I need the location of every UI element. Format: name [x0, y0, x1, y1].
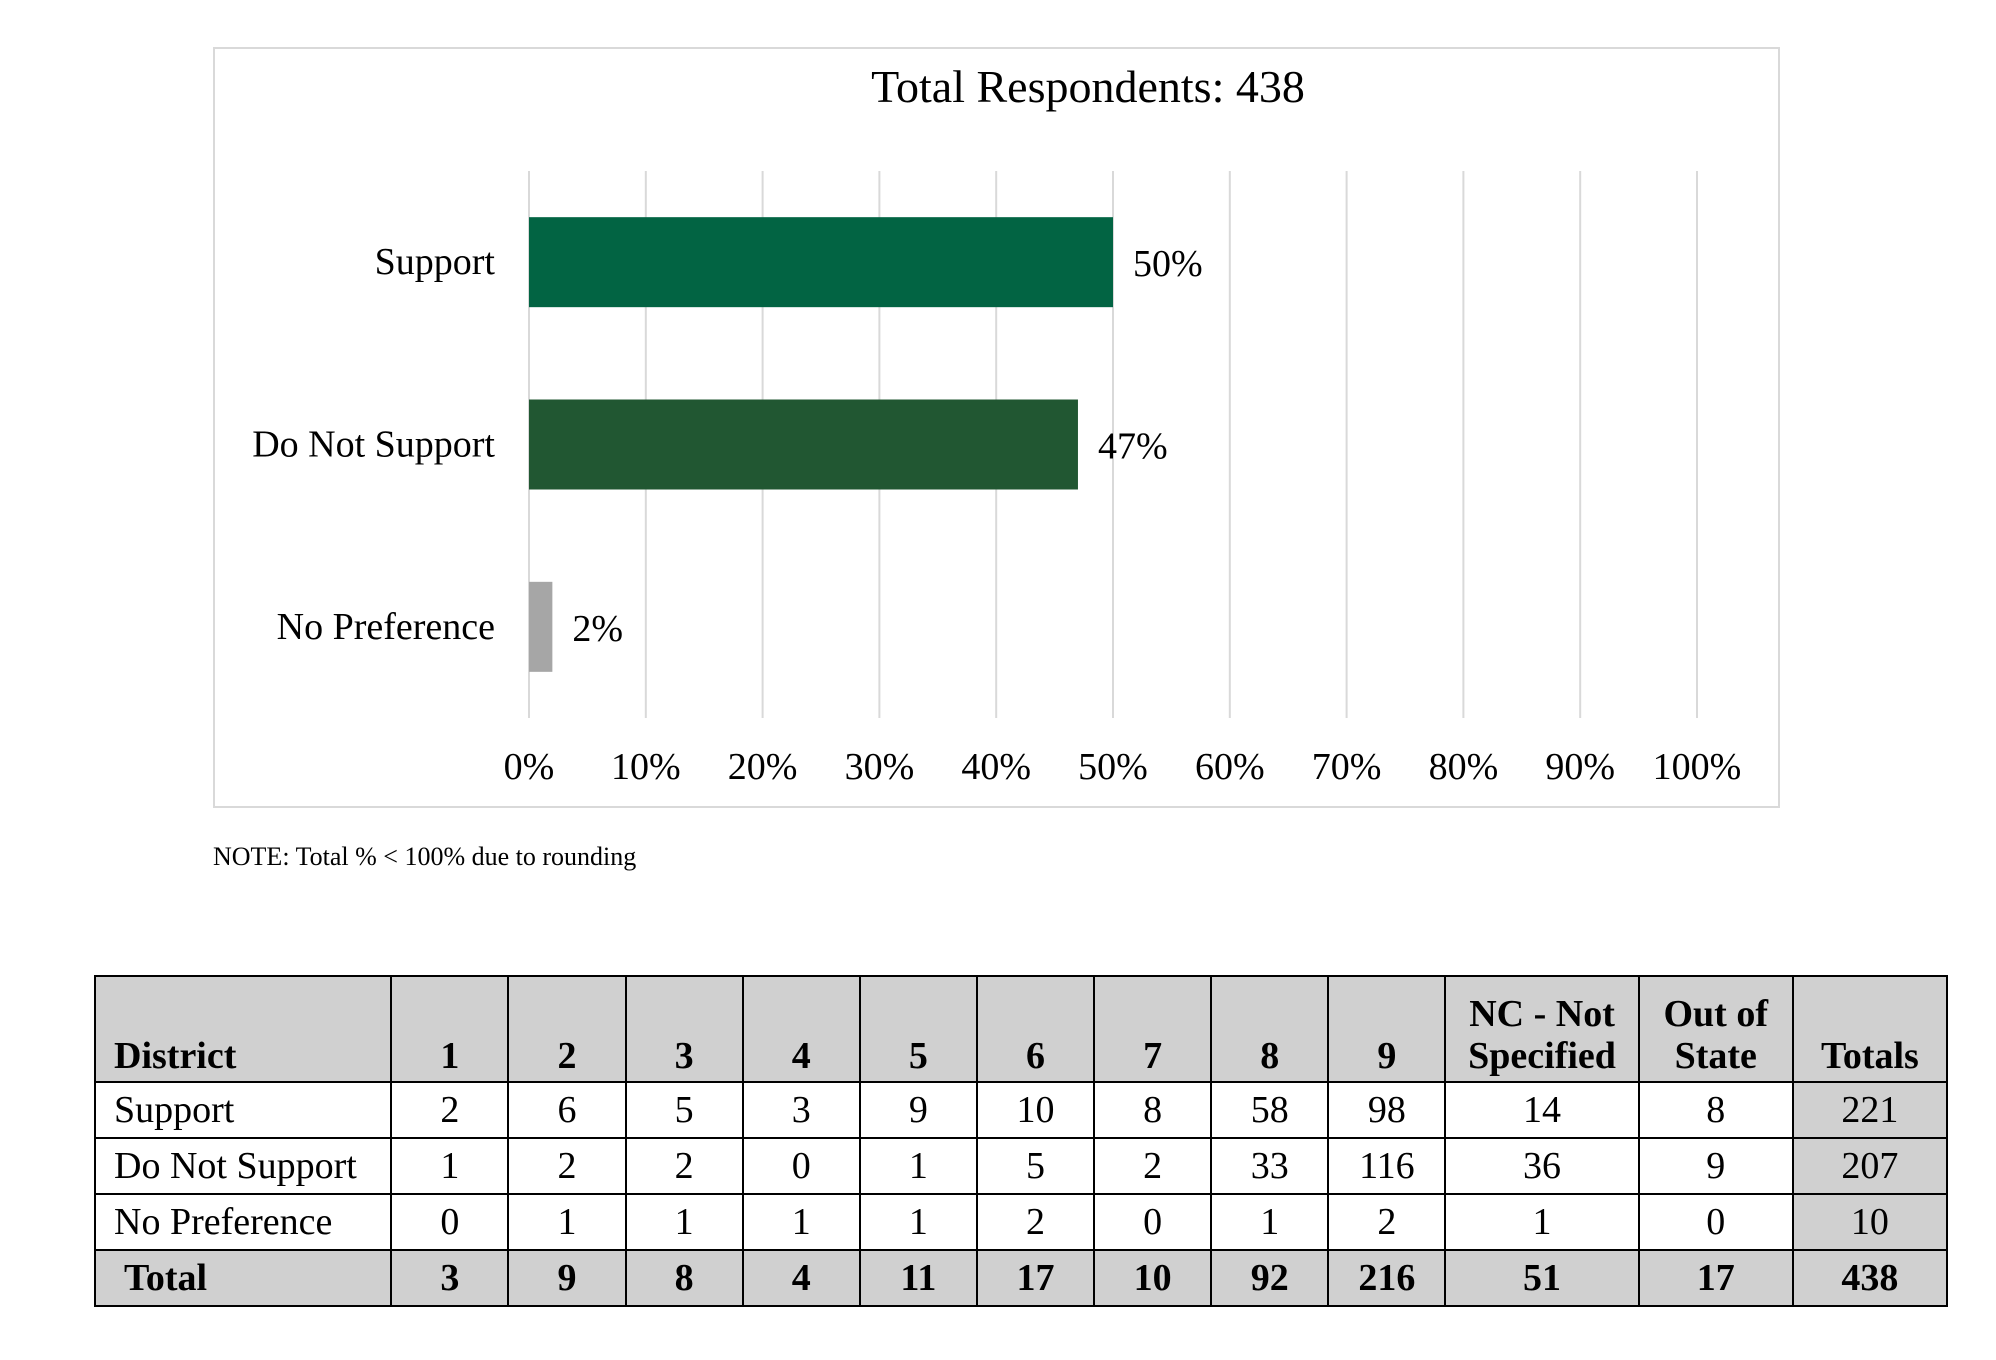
- table-cell: 5: [975, 1137, 1096, 1195]
- table-cell: 14: [1444, 1081, 1640, 1139]
- bar-chart: Total Respondents: 438 0% 10% 20% 30% 40% 50% 6…: [252, 61, 1742, 788]
- table-cell: 9: [858, 1081, 978, 1139]
- table-cell: 92: [1210, 1249, 1330, 1307]
- table-cell: 1: [1444, 1193, 1640, 1251]
- table-total-row: Total 3 9 8 4 11 17 10 92 216 51 17 438: [93, 1249, 1949, 1307]
- table-cell: 10: [1093, 1249, 1213, 1307]
- table-cell: 17: [975, 1249, 1096, 1307]
- column-header: 4: [741, 975, 861, 1083]
- table-cell: 0: [741, 1137, 861, 1195]
- column-header: Out of State: [1637, 975, 1794, 1083]
- table-cell: 216: [1327, 1249, 1447, 1307]
- column-header: 1: [390, 975, 510, 1083]
- table-cell: 2: [975, 1193, 1096, 1251]
- table-cell: 1: [858, 1137, 978, 1195]
- table-cell: 17: [1637, 1249, 1794, 1307]
- table-cell: 98: [1327, 1081, 1447, 1139]
- table-cell: 51: [1444, 1249, 1640, 1307]
- column-header: 8: [1210, 975, 1330, 1083]
- x-tick-label: 30%: [845, 746, 915, 788]
- x-tick-label: 40%: [961, 746, 1031, 788]
- category-label: Support: [375, 241, 496, 283]
- table-cell: 1: [741, 1193, 861, 1251]
- table-cell: 4: [741, 1249, 861, 1307]
- column-header: District: [93, 975, 393, 1083]
- column-header: 9: [1327, 975, 1447, 1083]
- row-total: 221: [1791, 1081, 1949, 1139]
- row-label: Do Not Support: [93, 1137, 393, 1195]
- grand-total: 438: [1791, 1249, 1949, 1307]
- table-cell: 8: [1637, 1081, 1794, 1139]
- table-cell: 5: [624, 1081, 744, 1139]
- table-cell: 33: [1210, 1137, 1330, 1195]
- data-label: 47%: [1098, 426, 1168, 468]
- table-cell: 9: [1637, 1137, 1794, 1195]
- chart-panel: Total Respondents: 438 0% 10% 20% 30% 40% 50% 6…: [213, 47, 1780, 808]
- table-cell: 6: [507, 1081, 627, 1139]
- x-tick-label: 90%: [1545, 746, 1615, 788]
- category-label: Do Not Support: [252, 424, 495, 466]
- table-row: Support 2 6 5 3 9 10 8 58 98 14 8 221: [93, 1081, 1949, 1139]
- x-tick-label: 0%: [504, 746, 555, 788]
- bar: [529, 581, 553, 672]
- bar: [529, 217, 1113, 308]
- rounding-note: NOTE: Total % < 100% due to rounding: [213, 842, 637, 871]
- column-header: 2: [507, 975, 627, 1083]
- table-cell: 9: [507, 1249, 627, 1307]
- table-cell: 1: [858, 1193, 978, 1251]
- table-cell: 2: [507, 1137, 627, 1195]
- column-header: 5: [858, 975, 978, 1083]
- chart-title: Total Respondents: 438: [871, 61, 1305, 112]
- row-label: Support: [93, 1081, 393, 1139]
- x-tick-label: 100%: [1653, 746, 1742, 788]
- table-cell: 0: [390, 1193, 510, 1251]
- table-cell: 2: [624, 1137, 744, 1195]
- row-total: 10: [1791, 1193, 1949, 1251]
- table-cell: 3: [741, 1081, 861, 1139]
- x-tick-label: 20%: [728, 746, 798, 788]
- table-header-row: District 1 2 3 4 5 6 7 8 9 NC - Not Specified Out o…: [93, 975, 1949, 1083]
- x-tick-label: 50%: [1078, 746, 1148, 788]
- row-total: 207: [1791, 1137, 1949, 1195]
- table-cell: 0: [1637, 1193, 1794, 1251]
- x-tick-label: 10%: [611, 746, 681, 788]
- table-cell: 1: [1210, 1193, 1330, 1251]
- table-cell: 11: [858, 1249, 978, 1307]
- column-header: 7: [1093, 975, 1213, 1083]
- table-cell: 2: [1093, 1137, 1213, 1195]
- bar: [529, 399, 1078, 490]
- row-label: No Preference: [93, 1193, 393, 1251]
- data-label: 50%: [1133, 243, 1203, 285]
- table-cell: 0: [1093, 1193, 1213, 1251]
- table-cell: 1: [507, 1193, 627, 1251]
- table-cell: 3: [390, 1249, 510, 1307]
- column-header: 3: [624, 975, 744, 1083]
- row-label: Total: [93, 1249, 393, 1307]
- table-cell: 116: [1327, 1137, 1447, 1195]
- data-label: 2%: [572, 608, 623, 650]
- x-tick-label: 70%: [1312, 746, 1382, 788]
- column-header: Totals: [1791, 975, 1949, 1083]
- table-row: No Preference 0 1 1 1 1 2 0 1 2 1 0 10: [93, 1193, 1949, 1251]
- table-cell: 8: [1093, 1081, 1213, 1139]
- table-cell: 36: [1444, 1137, 1640, 1195]
- x-tick-label: 80%: [1429, 746, 1499, 788]
- table-cell: 2: [1327, 1193, 1447, 1251]
- table-cell: 1: [624, 1193, 744, 1251]
- table-cell: 2: [390, 1081, 510, 1139]
- category-label: No Preference: [277, 606, 495, 648]
- x-tick-label: 60%: [1195, 746, 1265, 788]
- table-cell: 8: [624, 1249, 744, 1307]
- district-table: District 1 2 3 4 5 6 7 8 9 NC - Not Specified Out o…: [93, 975, 1949, 1307]
- column-header: 6: [975, 975, 1096, 1083]
- table-cell: 1: [390, 1137, 510, 1195]
- table-cell: 10: [975, 1081, 1096, 1139]
- column-header: NC - Not Specified: [1444, 975, 1640, 1083]
- table-row: Do Not Support 1 2 2 0 1 5 2 33 116 36 9 207: [93, 1137, 1949, 1195]
- table-cell: 58: [1210, 1081, 1330, 1139]
